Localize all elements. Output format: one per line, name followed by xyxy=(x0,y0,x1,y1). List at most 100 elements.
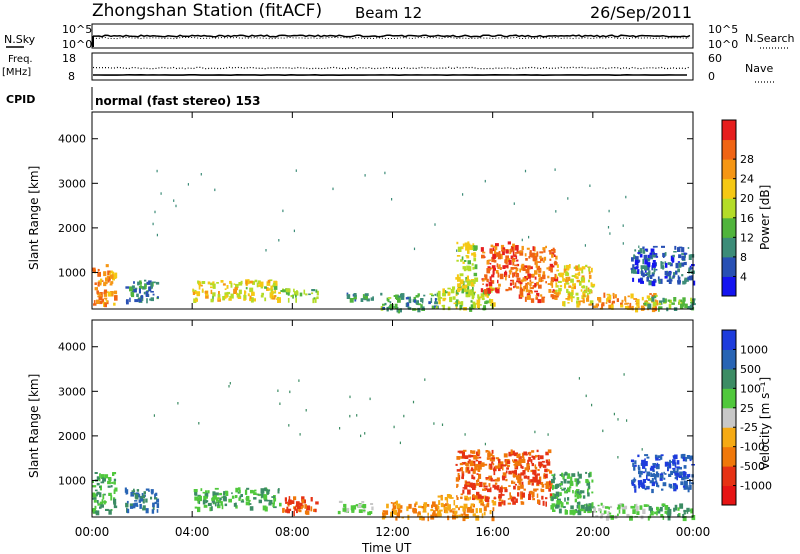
echo-cell xyxy=(567,473,571,478)
echo-cell xyxy=(632,264,635,269)
echo-cell xyxy=(564,283,567,289)
echo-cell xyxy=(401,293,405,298)
echo-cell xyxy=(400,293,402,298)
echo-cell xyxy=(380,292,383,296)
echo-cell xyxy=(540,294,543,297)
echo-cell xyxy=(580,289,583,292)
echo-cell xyxy=(360,298,364,302)
echo-cell xyxy=(673,507,677,511)
echo-cell xyxy=(471,292,474,297)
echo-cell xyxy=(496,485,500,491)
echo-cell xyxy=(399,308,402,313)
echo-cell xyxy=(312,298,315,304)
echo-cell xyxy=(585,285,588,290)
echo-cell xyxy=(468,459,471,462)
echo-cell xyxy=(553,493,556,499)
echo-cell xyxy=(136,489,140,492)
echo-cell xyxy=(253,298,256,302)
echo-cell xyxy=(396,503,401,510)
echo-cell xyxy=(224,288,227,290)
echo-cell xyxy=(455,289,458,295)
echo-cell xyxy=(234,287,238,291)
echo-cell xyxy=(276,296,279,299)
echo-cell xyxy=(476,473,479,475)
echo-cell xyxy=(686,455,690,459)
velocity-y-axis-label: Slant Range [km] xyxy=(27,374,41,478)
echo-cell xyxy=(507,241,511,245)
echo-cell xyxy=(518,453,521,457)
echo-cell xyxy=(210,289,213,295)
echo-cell xyxy=(382,510,385,513)
echo-cell xyxy=(529,250,532,253)
echo-cell xyxy=(585,471,588,474)
echo-cell xyxy=(310,506,313,512)
echo-cell xyxy=(525,258,528,261)
echo-cell xyxy=(474,253,477,257)
echo-cell xyxy=(638,484,640,489)
echo-cell xyxy=(152,293,155,296)
echo-cell xyxy=(260,281,264,287)
echo-cell xyxy=(110,495,113,501)
echo-cell xyxy=(528,479,530,482)
echo-cell xyxy=(92,267,96,272)
echo-cell xyxy=(99,492,102,498)
echo-cell xyxy=(97,503,101,506)
echo-cell xyxy=(572,509,576,515)
echo-speck xyxy=(349,414,351,418)
echo-cell xyxy=(144,279,147,282)
echo-cell xyxy=(464,455,469,459)
echo-cell xyxy=(314,297,317,303)
echo-cell xyxy=(207,281,211,285)
echo-cell xyxy=(567,480,571,484)
echo-cell xyxy=(657,455,662,459)
echo-cell xyxy=(513,255,517,257)
echo-cell xyxy=(651,488,654,494)
echo-cell xyxy=(388,306,391,310)
echo-cell xyxy=(225,493,228,496)
echo-cell xyxy=(489,453,493,457)
echo-cell xyxy=(691,515,696,521)
freq-label: Freq. xyxy=(8,54,33,65)
echo-cell xyxy=(514,459,518,462)
echo-cell xyxy=(397,508,401,514)
echo-cell xyxy=(102,477,106,482)
echo-cell xyxy=(505,470,508,474)
echo-cell xyxy=(525,289,530,293)
echo-cell xyxy=(588,505,592,511)
echo-cell xyxy=(677,514,680,517)
echo-cell xyxy=(559,285,563,288)
echo-cell xyxy=(519,280,523,285)
echo-cell xyxy=(270,285,273,290)
echo-cell xyxy=(494,246,498,250)
echo-cell xyxy=(562,476,565,480)
echo-cell xyxy=(511,480,514,484)
echo-cell xyxy=(244,489,248,495)
echo-cell xyxy=(557,280,562,283)
echo-cell xyxy=(313,297,316,300)
echo-cell xyxy=(246,495,250,502)
echo-cell xyxy=(476,498,481,501)
echo-cell xyxy=(264,506,268,512)
echo-cell xyxy=(535,455,540,457)
echo-cell xyxy=(690,275,694,281)
echo-cell xyxy=(249,298,252,302)
echo-cell xyxy=(640,280,644,284)
power-colorbar-title: Power [dB] xyxy=(758,185,772,250)
echo-cell xyxy=(531,482,534,486)
echo-cell xyxy=(542,271,546,275)
echo-cell xyxy=(647,275,651,278)
echo-cell xyxy=(670,255,673,261)
echo-cell xyxy=(474,495,479,499)
echo-cell xyxy=(545,281,547,284)
colorbar-segment xyxy=(722,276,736,297)
echo-cell xyxy=(673,469,676,474)
echo-cell xyxy=(667,271,672,274)
echo-cell xyxy=(591,283,596,287)
echo-cell xyxy=(276,298,279,300)
echo-cell xyxy=(462,280,465,286)
echo-cell xyxy=(478,460,482,465)
echo-cell xyxy=(99,485,102,491)
echo-cell xyxy=(449,296,453,303)
echo-cell xyxy=(465,462,469,466)
echo-speck xyxy=(229,382,231,385)
